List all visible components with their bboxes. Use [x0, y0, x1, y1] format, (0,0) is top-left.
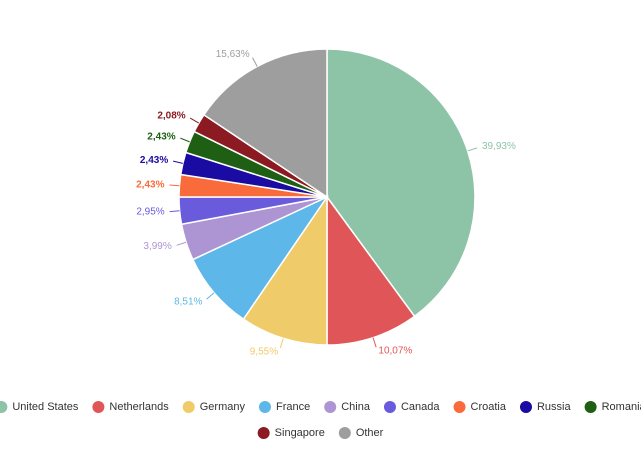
legend-swatch — [584, 401, 597, 413]
leader-line — [169, 210, 180, 213]
legend-label: China — [341, 401, 371, 413]
legend-swatch — [519, 401, 532, 413]
legend-label: Canada — [401, 401, 440, 413]
legend-label: Netherlands — [109, 401, 169, 413]
data-label: 2,43% — [147, 131, 175, 142]
legend-swatch — [258, 401, 271, 413]
legend-swatch — [324, 401, 337, 413]
data-label: 10,07% — [378, 346, 412, 357]
data-label: 3,99% — [143, 241, 171, 252]
leader-line — [467, 147, 478, 152]
legend-swatch — [92, 401, 105, 413]
legend-label: France — [276, 401, 310, 413]
data-label: 2,08% — [157, 111, 185, 122]
leader-line — [252, 57, 258, 67]
legend-swatch — [257, 427, 270, 439]
data-label: 39,93% — [482, 141, 516, 152]
leader-line — [372, 337, 377, 348]
legend-label: United States — [12, 401, 79, 413]
legend-label: Other — [356, 427, 384, 439]
leader-line — [176, 241, 187, 246]
legend-label: Singapore — [275, 427, 325, 439]
legend-label: Russia — [537, 401, 572, 413]
legend-swatch — [338, 427, 351, 439]
legend-swatch — [453, 401, 466, 413]
legend-label: Croatia — [471, 401, 507, 413]
leader-line — [180, 137, 190, 143]
legend-label: Germany — [200, 401, 246, 413]
data-label: 2,43% — [140, 155, 168, 166]
data-label: 2,95% — [136, 207, 164, 218]
data-label: 9,55% — [250, 346, 278, 357]
legend-row: Singapore Other — [257, 427, 384, 439]
data-label: 2,43% — [136, 179, 164, 190]
leader-line — [279, 338, 284, 349]
legend-label: Romania — [602, 401, 641, 413]
data-label: 15,63% — [216, 49, 250, 60]
pie-slice — [242, 194, 328, 346]
pie-slice — [202, 48, 328, 199]
legend-row: United States Netherlands Germany France Chi… — [0, 401, 641, 413]
leader-line — [206, 292, 215, 300]
pie-slice — [326, 48, 476, 318]
leader-line — [169, 184, 180, 187]
data-label: 8,51% — [174, 296, 202, 307]
legend-swatch — [0, 401, 8, 413]
legend-swatch — [383, 401, 396, 413]
leader-line — [173, 160, 183, 164]
legend-swatch — [182, 401, 195, 413]
leader-line — [189, 117, 200, 124]
